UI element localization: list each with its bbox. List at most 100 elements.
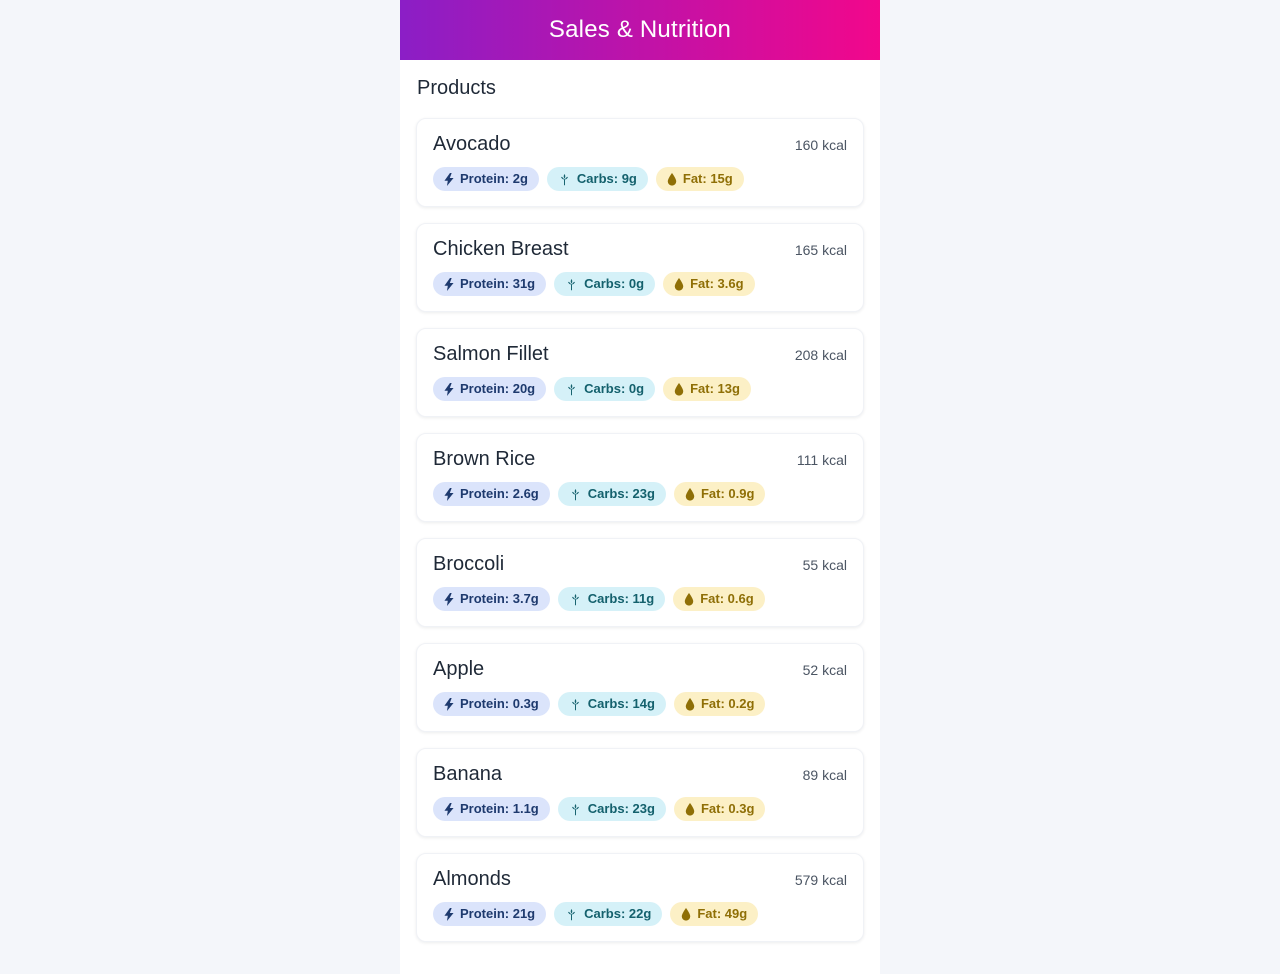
carbs-badge: Carbs: 23g xyxy=(557,482,666,506)
protein-badge: Protein: 21g xyxy=(433,902,547,926)
carbs-badge-label: Carbs: 23g xyxy=(587,801,655,816)
droplet-icon xyxy=(674,383,684,396)
bolt-icon xyxy=(444,698,454,711)
fat-badge-label: Fat: 0.2g xyxy=(700,696,755,711)
products-heading: Products xyxy=(417,77,496,99)
fat-badge-label: Fat: 0.6g xyxy=(700,591,754,606)
product-name: Almonds xyxy=(433,868,511,890)
product-name: Brown Rice xyxy=(433,448,536,470)
droplet-icon xyxy=(685,488,695,501)
product-name: Avocado xyxy=(433,133,511,155)
product-card[interactable]: Broccoli 55 kcal Protein: 3.7g Carbs: 11… xyxy=(416,538,864,627)
fat-badge-label: Fat: 49g xyxy=(697,906,748,921)
fat-badge: Fat: 0.9g xyxy=(673,482,766,506)
droplet-icon xyxy=(667,173,677,186)
product-card[interactable]: Salmon Fillet 208 kcal Protein: 20g Carb… xyxy=(416,328,864,417)
product-card[interactable]: Chicken Breast 165 kcal Protein: 31g Car… xyxy=(416,223,864,312)
bolt-icon xyxy=(444,383,454,396)
kcal-value: 160 kcal xyxy=(794,137,847,153)
carbs-badge-label: Carbs: 22g xyxy=(584,906,652,921)
wheat-icon xyxy=(569,488,582,501)
kcal-value: 111 kcal xyxy=(796,452,847,468)
carbs-badge-label: Carbs: 9g xyxy=(576,171,637,186)
fat-badge: Fat: 0.6g xyxy=(673,587,765,611)
protein-badge-label: Protein: 2g xyxy=(460,171,528,186)
protein-badge: Protein: 2g xyxy=(433,167,539,191)
page-title: Sales & Nutrition xyxy=(548,16,732,43)
carbs-badge: Carbs: 11g xyxy=(557,587,666,611)
droplet-icon xyxy=(684,593,694,606)
fat-badge-label: Fat: 13g xyxy=(690,381,740,396)
protein-badge-label: Protein: 1.1g xyxy=(460,801,539,816)
protein-badge: Protein: 2.6g xyxy=(433,482,550,506)
product-name: Broccoli xyxy=(433,553,505,575)
wheat-icon xyxy=(565,908,578,921)
app-header: Sales & Nutrition xyxy=(400,0,880,60)
protein-badge-label: Protein: 3.7g xyxy=(460,591,539,606)
app-container: Sales & Nutrition Products Avocado 160 k… xyxy=(400,0,880,974)
protein-badge: Protein: 0.3g xyxy=(433,692,550,716)
protein-badge: Protein: 20g xyxy=(433,377,547,401)
protein-badge-label: Protein: 0.3g xyxy=(460,696,539,711)
carbs-badge: Carbs: 14g xyxy=(557,692,666,716)
nutrition-badges: Protein: 0.3g Carbs: 14g Fat: 0.2g xyxy=(433,692,847,716)
droplet-icon xyxy=(685,803,695,816)
protein-badge-label: Protein: 31g xyxy=(460,276,536,291)
product-card[interactable]: Avocado 160 kcal Protein: 2g Carbs: 9g F… xyxy=(416,118,864,207)
nutrition-badges: Protein: 3.7g Carbs: 11g Fat: 0.6g xyxy=(433,587,847,611)
product-card[interactable]: Banana 89 kcal Protein: 1.1g Carbs: 23g … xyxy=(416,748,864,837)
bolt-icon xyxy=(444,173,454,186)
kcal-value: 55 kcal xyxy=(802,557,847,573)
wheat-icon xyxy=(569,593,582,606)
wheat-icon xyxy=(569,698,582,711)
bolt-icon xyxy=(444,278,454,291)
fat-badge: Fat: 3.6g xyxy=(663,272,755,296)
fat-badge-label: Fat: 0.3g xyxy=(700,801,755,816)
nutrition-badges: Protein: 20g Carbs: 0g Fat: 13g xyxy=(433,377,847,401)
carbs-badge: Carbs: 0g xyxy=(554,377,656,401)
nutrition-badges: Protein: 2.6g Carbs: 23g Fat: 0.9g xyxy=(433,482,847,506)
kcal-value: 52 kcal xyxy=(802,662,847,678)
kcal-value: 579 kcal xyxy=(794,872,847,888)
fat-badge-label: Fat: 0.9g xyxy=(700,486,755,501)
carbs-badge: Carbs: 9g xyxy=(546,167,648,191)
nutrition-badges: Protein: 21g Carbs: 22g Fat: 49g xyxy=(433,902,847,926)
protein-badge-label: Protein: 21g xyxy=(460,906,536,921)
nutrition-badges: Protein: 1.1g Carbs: 23g Fat: 0.3g xyxy=(433,797,847,821)
protein-badge-label: Protein: 20g xyxy=(460,381,536,396)
bolt-icon xyxy=(444,908,454,921)
kcal-value: 165 kcal xyxy=(794,242,847,258)
protein-badge-label: Protein: 2.6g xyxy=(460,486,539,501)
kcal-value: 89 kcal xyxy=(802,767,847,783)
carbs-badge-label: Carbs: 14g xyxy=(587,696,655,711)
product-name: Salmon Fillet xyxy=(433,343,549,365)
fat-badge: Fat: 49g xyxy=(670,902,759,926)
bolt-icon xyxy=(444,803,454,816)
carbs-badge-label: Carbs: 0g xyxy=(584,381,645,396)
droplet-icon xyxy=(681,908,691,921)
protein-badge: Protein: 31g xyxy=(433,272,547,296)
fat-badge: Fat: 13g xyxy=(663,377,751,401)
protein-badge: Protein: 3.7g xyxy=(433,587,550,611)
product-name: Apple xyxy=(433,658,485,680)
fat-badge: Fat: 0.2g xyxy=(673,692,766,716)
droplet-icon xyxy=(685,698,695,711)
fat-badge-label: Fat: 15g xyxy=(682,171,733,186)
nutrition-badges: Protein: 2g Carbs: 9g Fat: 15g xyxy=(433,167,847,191)
product-card[interactable]: Brown Rice 111 kcal Protein: 2.6g Carbs:… xyxy=(416,433,864,522)
fat-badge-label: Fat: 3.6g xyxy=(690,276,744,291)
kcal-value: 208 kcal xyxy=(794,347,847,363)
fat-badge: Fat: 15g xyxy=(655,167,744,191)
wheat-icon xyxy=(565,278,578,291)
product-card[interactable]: Almonds 579 kcal Protein: 21g Carbs: 22g… xyxy=(416,853,864,942)
wheat-icon xyxy=(569,803,582,816)
carbs-badge-label: Carbs: 23g xyxy=(587,486,655,501)
wheat-icon xyxy=(558,173,571,186)
nutrition-badges: Protein: 31g Carbs: 0g Fat: 3.6g xyxy=(433,272,847,296)
fat-badge: Fat: 0.3g xyxy=(673,797,766,821)
wheat-icon xyxy=(565,383,578,396)
carbs-badge: Carbs: 23g xyxy=(557,797,666,821)
product-card[interactable]: Apple 52 kcal Protein: 0.3g Carbs: 14g F… xyxy=(416,643,864,732)
droplet-icon xyxy=(674,278,684,291)
carbs-badge-label: Carbs: 0g xyxy=(584,276,645,291)
